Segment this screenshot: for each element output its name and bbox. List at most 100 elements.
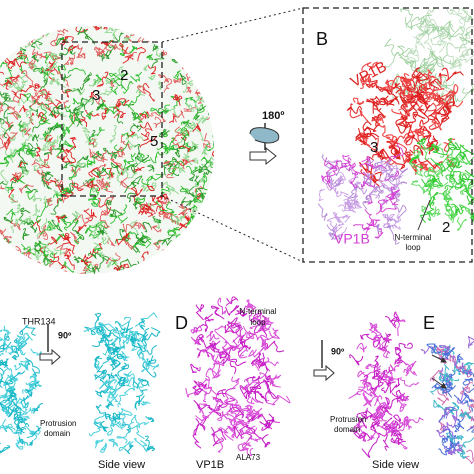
ribbon <box>167 228 179 236</box>
ribbon <box>245 414 261 423</box>
ribbon <box>50 198 63 215</box>
ribbon <box>163 78 172 93</box>
ribbon <box>389 143 404 162</box>
ribbon <box>139 122 153 133</box>
ribbon <box>261 357 279 367</box>
ribbon <box>45 97 54 104</box>
ribbon <box>109 214 118 224</box>
ribbon <box>0 394 17 409</box>
ribbon <box>107 355 121 367</box>
ribbon <box>136 263 142 274</box>
ribbon <box>358 171 369 190</box>
ribbon <box>135 389 148 405</box>
ribbon <box>362 391 373 407</box>
ribbon <box>73 272 83 274</box>
ribbon <box>134 400 142 411</box>
ribbon <box>192 385 204 396</box>
ribbon <box>212 360 225 367</box>
ribbon <box>28 439 34 446</box>
ribbon <box>174 136 186 153</box>
ribbon <box>60 73 72 82</box>
ribbon <box>324 160 341 177</box>
ribbon <box>385 172 395 186</box>
ribbon <box>185 387 207 398</box>
ribbon <box>433 343 447 355</box>
ribbon <box>17 149 28 166</box>
ribbon <box>0 155 11 168</box>
ribbon <box>139 318 146 330</box>
ribbon <box>389 196 399 206</box>
ribbon <box>24 388 33 398</box>
ribbon <box>371 83 399 101</box>
ribbon <box>56 78 66 88</box>
ribbon <box>329 159 342 177</box>
ribbon <box>113 100 122 109</box>
ribbon <box>160 142 169 155</box>
ribbon <box>221 346 229 360</box>
ribbon <box>21 243 36 256</box>
ribbon <box>44 134 53 143</box>
ribbon <box>105 378 115 391</box>
ribbon <box>190 247 206 256</box>
ribbon <box>372 331 382 344</box>
ribbon <box>29 105 43 117</box>
ribbon <box>237 334 248 353</box>
ribbon <box>43 148 61 156</box>
ribbon <box>98 49 110 62</box>
hollow-arrow <box>39 348 61 366</box>
ribbon <box>98 197 112 214</box>
ribbon <box>447 137 458 151</box>
ribbon <box>427 143 440 154</box>
ribbon <box>132 377 139 389</box>
ribbon <box>126 240 134 250</box>
ribbon <box>44 52 51 64</box>
ribbon <box>438 372 454 385</box>
ribbon <box>78 116 88 128</box>
panel-letter: B <box>316 29 328 49</box>
ribbon <box>95 255 110 270</box>
ribbon <box>396 347 402 364</box>
ribbon <box>67 136 77 154</box>
ribbon <box>317 203 328 221</box>
ribbon <box>141 251 149 262</box>
ribbon <box>110 16 119 22</box>
ribbon <box>380 199 397 213</box>
ribbon <box>164 15 171 22</box>
ribbon <box>237 405 250 415</box>
ribbon <box>424 50 445 69</box>
ribbon <box>386 140 401 160</box>
ribbon <box>365 386 379 404</box>
ribbon <box>198 403 208 415</box>
axis-label: 3 <box>370 139 378 156</box>
ribbon <box>91 266 100 274</box>
ribbon <box>229 360 247 375</box>
ribbon <box>416 128 425 142</box>
ribbon <box>43 26 54 29</box>
ribbon <box>65 234 76 255</box>
ribbon <box>24 269 28 274</box>
ribbon <box>204 313 214 327</box>
ribbon <box>268 327 280 340</box>
ribbon <box>162 162 171 176</box>
ribbon <box>414 125 427 135</box>
ribbon <box>443 364 460 382</box>
ribbon <box>136 421 150 439</box>
ribbon <box>36 206 46 224</box>
ribbon <box>117 408 133 420</box>
ribbon <box>211 428 227 441</box>
ribbon <box>462 377 473 386</box>
ribbon <box>441 406 452 420</box>
ribbon <box>117 98 130 107</box>
ribbon <box>85 138 98 147</box>
ribbon <box>0 29 8 38</box>
rotation-arrow <box>249 127 280 144</box>
ribbon <box>385 364 395 374</box>
ribbon <box>177 26 194 30</box>
ribbon <box>450 443 464 453</box>
ribbon <box>18 160 29 175</box>
ribbon <box>33 163 43 171</box>
ribbon <box>337 171 346 183</box>
ribbon <box>182 142 194 151</box>
ribbon <box>120 164 126 174</box>
ribbon <box>68 169 77 180</box>
